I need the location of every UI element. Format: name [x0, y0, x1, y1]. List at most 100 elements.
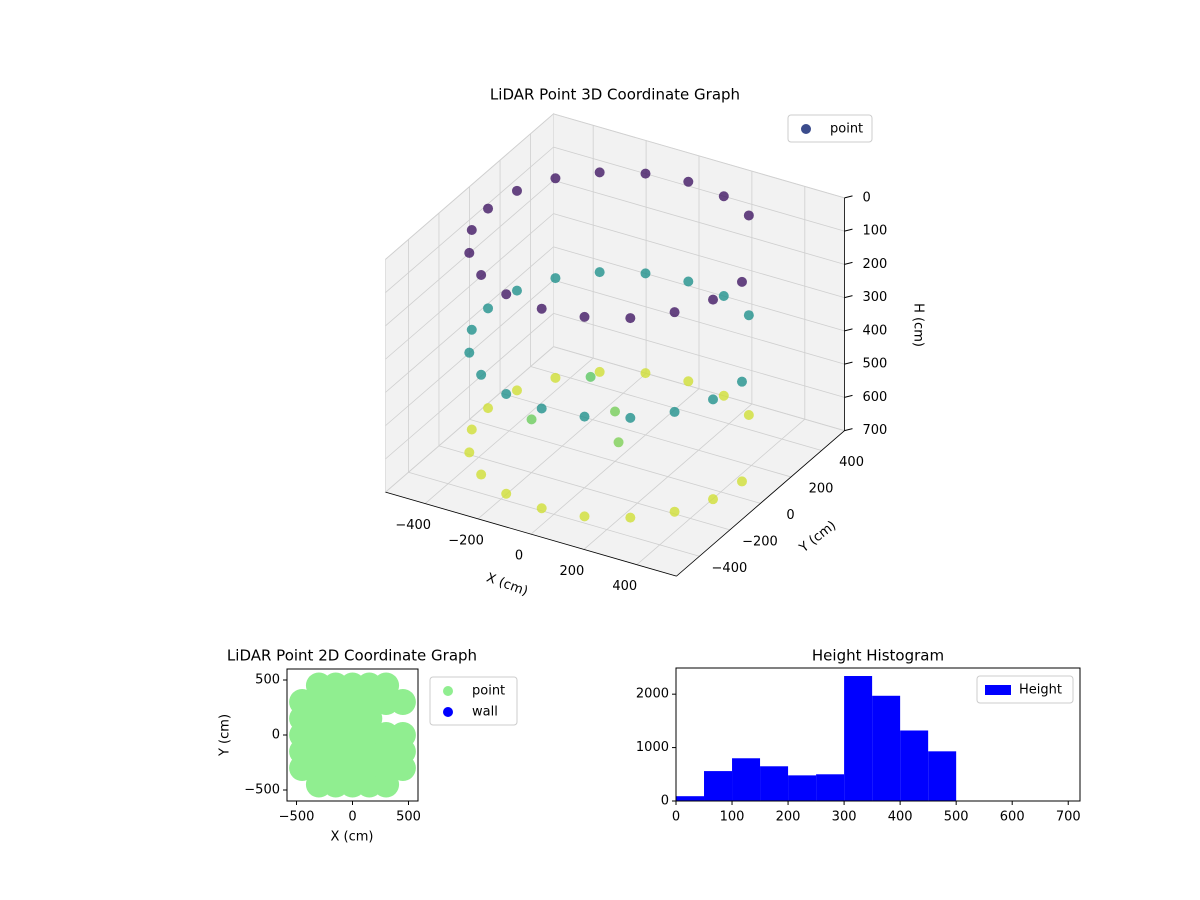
- point: [625, 412, 636, 423]
- y-tick-label: −500: [244, 783, 280, 798]
- point: [536, 503, 547, 514]
- legend-label: point: [472, 684, 505, 699]
- grid-line: [469, 419, 761, 504]
- bar: [732, 758, 761, 801]
- point: [594, 267, 605, 278]
- x-tick-label: 200: [559, 564, 584, 579]
- chart-title: LiDAR Point 3D Coordinate Graph: [490, 86, 740, 104]
- point: [610, 406, 620, 417]
- grid-line: [553, 213, 845, 299]
- grid-line: [499, 392, 792, 478]
- point: [640, 368, 651, 379]
- x-axis-label: X (cm): [331, 830, 374, 845]
- point: [718, 390, 729, 401]
- y-tick-label: 2000: [636, 687, 669, 702]
- legend-marker: [443, 707, 453, 717]
- z-tick: [844, 428, 853, 432]
- point: [483, 303, 494, 314]
- legend-swatch: [985, 685, 1011, 695]
- point: [669, 307, 680, 318]
- grid-line: [385, 213, 554, 360]
- point: [464, 447, 475, 458]
- point: [501, 488, 512, 499]
- y-axis-label: Y (cm): [796, 518, 839, 556]
- point: [526, 414, 537, 425]
- z-tick-label: 700: [862, 423, 887, 438]
- grid-line: [553, 113, 845, 199]
- x-tick-label: 400: [888, 810, 913, 825]
- point: [683, 176, 694, 187]
- point: [669, 506, 680, 517]
- grid-line: [408, 471, 700, 557]
- legend-label: wall: [472, 705, 498, 720]
- point: [594, 167, 605, 178]
- grid-line: [553, 279, 845, 365]
- bar: [760, 766, 789, 801]
- bar: [844, 676, 873, 801]
- legend-label: Height: [1019, 683, 1062, 698]
- point: [736, 276, 747, 287]
- point: [476, 270, 487, 281]
- point: [743, 210, 754, 221]
- point: [743, 310, 754, 321]
- point: [743, 409, 754, 420]
- point: [640, 268, 651, 279]
- y-tick-label: 0: [786, 508, 794, 523]
- bar: [704, 771, 733, 801]
- point: [579, 411, 590, 422]
- point: [683, 276, 694, 287]
- bar: [788, 775, 817, 801]
- grid-line: [553, 179, 845, 265]
- axis-line: [385, 491, 677, 577]
- point: [640, 168, 651, 179]
- x-tick-label: −400: [395, 518, 431, 533]
- point: [625, 512, 636, 523]
- z-tick: [844, 328, 853, 332]
- y-tick-label: 500: [255, 673, 280, 688]
- x-tick-label: 400: [612, 579, 637, 594]
- point: [718, 290, 729, 301]
- legend-marker: [801, 124, 811, 134]
- x-tick-label: 0: [515, 549, 523, 564]
- x-tick-label: 600: [1000, 810, 1025, 825]
- z-tick: [844, 394, 853, 398]
- bar: [900, 730, 929, 801]
- grid-line: [385, 313, 554, 460]
- point: [501, 389, 512, 400]
- x-tick-label: 300: [832, 810, 857, 825]
- point: [613, 437, 624, 448]
- y-tick-label: 200: [809, 481, 834, 496]
- point: [389, 689, 416, 715]
- point: [483, 203, 494, 214]
- x-tick-label: −200: [448, 533, 484, 548]
- point: [466, 224, 477, 235]
- z-tick: [844, 361, 853, 365]
- plot-frame: [675, 667, 1081, 802]
- point: [736, 476, 747, 487]
- z-tick: [844, 228, 853, 232]
- point: [683, 376, 694, 387]
- point: [464, 247, 475, 258]
- bar: [928, 751, 957, 801]
- point: [585, 371, 596, 382]
- point: [511, 285, 522, 296]
- point: [579, 311, 590, 322]
- point: [718, 191, 729, 202]
- bar: [816, 774, 845, 801]
- point: [550, 372, 561, 383]
- point: [511, 385, 522, 396]
- x-tick-label: 200: [776, 810, 801, 825]
- y-tick-label: 1000: [636, 740, 669, 755]
- point: [536, 403, 547, 414]
- x-axis-label: X (cm): [484, 571, 530, 600]
- chart-title: Height Histogram: [812, 647, 944, 665]
- x-tick-label: 700: [1056, 810, 1081, 825]
- legend-box: [787, 114, 873, 143]
- chart-title: LiDAR Point 2D Coordinate Graph: [227, 647, 477, 665]
- z-tick: [844, 261, 853, 265]
- legend-box: [976, 675, 1074, 704]
- x-tick-label: 500: [396, 810, 421, 825]
- y-tick-label: 400: [839, 455, 864, 470]
- z-tick-label: 500: [862, 357, 887, 372]
